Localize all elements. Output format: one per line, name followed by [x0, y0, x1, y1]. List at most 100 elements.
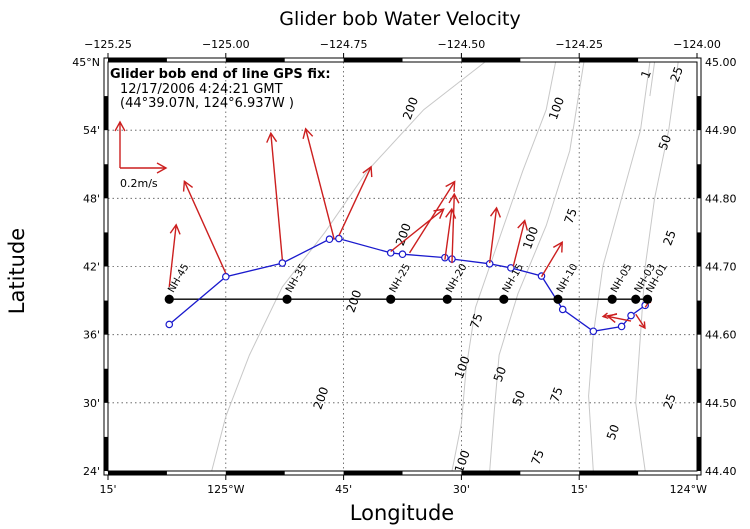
vector-head: [517, 219, 529, 231]
vector-shaft: [390, 208, 445, 253]
velocity-vector: [338, 165, 373, 237]
frame-bar-left: [104, 300, 108, 335]
vector-head: [182, 179, 194, 192]
isobath-label: 75: [467, 311, 485, 330]
velocity-vectors: [168, 127, 652, 330]
tick-label-bottom: 15': [571, 483, 588, 496]
vector-head: [445, 180, 456, 192]
frame-bar-right: [697, 96, 701, 131]
track-point: [558, 305, 567, 314]
frame-bar-top: [579, 58, 639, 62]
vector-shaft: [607, 315, 632, 322]
isobath-1m: [649, 61, 656, 97]
velocity-vector: [182, 179, 227, 274]
vector-shaft: [270, 133, 284, 260]
tick-label-top: −124.50: [438, 38, 486, 51]
isobath-label: 50: [491, 365, 509, 384]
isobath-label: 75: [547, 385, 565, 404]
tick-label-left: 42': [83, 261, 100, 274]
station-marker: [282, 294, 292, 304]
scale-arrow-north: [114, 120, 126, 168]
tick-label-top: −125.00: [202, 38, 250, 51]
isobath-100m: [451, 61, 557, 472]
frame-bar-bottom: [579, 471, 639, 475]
isobath-label: 50: [604, 423, 622, 442]
frame-bar-right: [697, 164, 701, 199]
tick-label-top: −124.00: [673, 38, 721, 51]
tick-label-right: 44.50: [705, 397, 737, 410]
frame-bar-left: [104, 232, 108, 267]
vector-shaft: [444, 208, 453, 260]
track-point: [278, 259, 287, 267]
velocity-vector: [635, 313, 646, 330]
gps-fix-position: (44°39.07N, 124°6.937W ): [120, 96, 294, 111]
frame-bar-top: [108, 58, 167, 62]
isobath-25m: [635, 61, 679, 472]
vector-head: [552, 240, 563, 253]
isobath-label: 25: [668, 65, 686, 84]
frame-bar-bottom: [225, 471, 285, 475]
vector-shaft: [635, 313, 646, 329]
scale-arrow-east: [120, 162, 168, 174]
frame-bar-top: [461, 58, 521, 62]
velocity-scale: 0.2m/s: [114, 120, 168, 190]
station-marker: [164, 294, 174, 304]
frame-bar-right: [697, 300, 701, 335]
track-point: [386, 249, 395, 257]
frame-bar-bottom: [108, 471, 167, 475]
vector-shaft: [168, 224, 177, 288]
tick-label-left: 30': [83, 397, 100, 410]
vector-shaft: [540, 241, 563, 278]
tick-label-right: 45.00: [705, 56, 737, 69]
track-point: [335, 234, 343, 243]
frame-bar-bottom: [461, 471, 521, 475]
vector-shaft: [408, 181, 456, 254]
vector-head: [448, 192, 460, 204]
isobath-label: 25: [660, 392, 678, 411]
y-axis-label: Latitude: [5, 228, 29, 314]
tick-label-left: 48': [83, 192, 100, 205]
station-marker: [499, 294, 509, 304]
isobath-contours: [211, 61, 679, 472]
tick-label-bottom: 125°W: [207, 483, 244, 496]
tick-label-right: 44.60: [705, 329, 737, 342]
vector-head: [489, 206, 502, 218]
scale-label: 0.2m/s: [120, 177, 158, 190]
tick-label-left: 54': [83, 124, 100, 137]
tick-label-bottom: 45': [335, 483, 352, 496]
velocity-vector: [408, 180, 456, 254]
frame-bar-right: [697, 436, 701, 471]
vector-head: [638, 321, 646, 330]
velocity-vector: [512, 219, 529, 267]
velocity-vector: [444, 207, 457, 260]
frame-bar-left: [104, 436, 108, 471]
vector-head: [266, 131, 278, 143]
vector-head: [362, 165, 373, 178]
vector-shaft: [488, 207, 498, 264]
tick-label-right: 44.70: [705, 261, 737, 274]
track-point: [165, 320, 174, 329]
frame-bar-left: [104, 96, 108, 131]
isobath-50m: [588, 61, 651, 472]
track-point: [617, 322, 626, 331]
velocity-vector: [488, 206, 502, 264]
tick-label-bottom: 124°W: [670, 483, 707, 496]
velocity-vector: [302, 127, 335, 240]
frame-bar-right: [697, 232, 701, 267]
map-frame: [103, 57, 702, 476]
vector-head: [606, 312, 618, 324]
track-point: [222, 272, 230, 281]
isobath-label: 75: [562, 206, 580, 225]
axis-ticks: −125.25 −125.00 −124.75 −124.50 −124.25 −124.…: [72, 38, 736, 496]
frame-bar-left: [104, 164, 108, 199]
gps-fix-datetime: 12/17/2006 4:24:21 GMT: [120, 82, 283, 97]
velocity-vector: [266, 131, 284, 260]
isobath-200m: [211, 61, 486, 472]
isobath-label: 75: [529, 448, 547, 467]
frame-bar-left: [104, 368, 108, 403]
frame-bar-top: [343, 58, 403, 62]
vector-head: [601, 312, 609, 320]
frame-bar-top: [225, 58, 285, 62]
tick-label-bottom: 15': [99, 483, 116, 496]
